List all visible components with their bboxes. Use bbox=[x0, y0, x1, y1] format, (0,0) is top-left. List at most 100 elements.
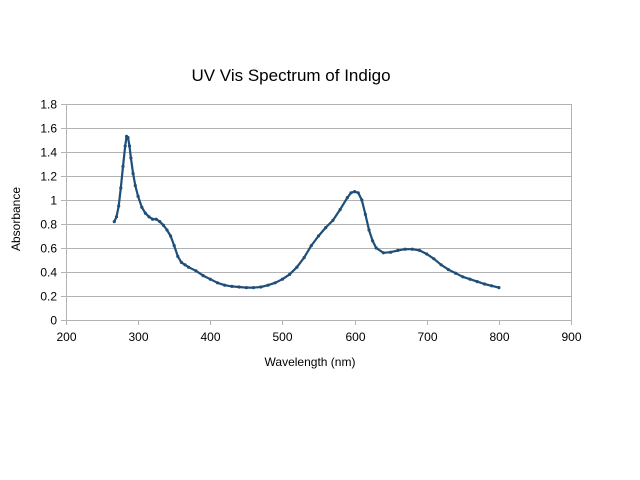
data-point bbox=[316, 234, 321, 238]
data-point bbox=[119, 186, 123, 190]
data-point bbox=[353, 190, 357, 194]
data-point bbox=[266, 283, 270, 287]
data-point bbox=[371, 239, 375, 243]
data-point bbox=[127, 144, 132, 148]
y-tick-label: 0.2 bbox=[40, 290, 57, 304]
data-point bbox=[237, 285, 241, 289]
data-point bbox=[345, 196, 349, 200]
data-point bbox=[497, 286, 501, 290]
data-point bbox=[417, 248, 422, 252]
chart-title: UV Vis Spectrum of Indigo bbox=[191, 66, 390, 85]
data-point bbox=[490, 284, 494, 288]
data-point bbox=[468, 277, 472, 281]
data-point bbox=[396, 248, 400, 252]
x-tick-label: 800 bbox=[489, 330, 509, 344]
y-tick-label: 1 bbox=[50, 194, 57, 208]
data-point bbox=[338, 208, 342, 212]
data-point bbox=[158, 220, 162, 224]
x-tick-label: 400 bbox=[200, 330, 220, 344]
y-tick-label: 1.8 bbox=[40, 98, 57, 112]
data-point bbox=[126, 136, 130, 140]
data-point bbox=[273, 281, 277, 285]
data-point bbox=[161, 223, 165, 227]
data-point bbox=[432, 257, 436, 261]
data-point bbox=[147, 215, 151, 219]
data-point bbox=[482, 282, 486, 286]
data-point bbox=[215, 281, 220, 285]
data-point bbox=[439, 263, 443, 267]
y-tick-label: 0.4 bbox=[40, 266, 57, 280]
data-point bbox=[194, 269, 198, 273]
data-point bbox=[302, 256, 306, 260]
y-tick-label: 0.6 bbox=[40, 242, 57, 256]
data-point bbox=[143, 211, 147, 215]
data-point bbox=[295, 265, 299, 269]
data-layer bbox=[112, 134, 501, 290]
data-point bbox=[230, 284, 234, 288]
y-axis-title: Absorbance bbox=[9, 187, 23, 251]
data-point bbox=[129, 156, 133, 160]
frame-layer bbox=[66, 104, 572, 320]
data-point bbox=[140, 205, 144, 209]
data-point bbox=[114, 215, 119, 219]
data-series bbox=[112, 134, 501, 290]
data-point bbox=[349, 191, 353, 195]
data-point bbox=[454, 271, 458, 275]
x-tick-label: 900 bbox=[561, 330, 581, 344]
x-tick-label: 700 bbox=[417, 330, 437, 344]
data-point bbox=[133, 184, 137, 188]
grid-layer bbox=[66, 104, 571, 321]
data-point bbox=[112, 220, 116, 224]
data-point bbox=[475, 280, 479, 284]
data-point bbox=[172, 244, 176, 248]
data-point bbox=[179, 260, 183, 264]
data-point bbox=[154, 217, 158, 221]
x-tick-label: 500 bbox=[272, 330, 292, 344]
data-point bbox=[324, 226, 328, 230]
data-point bbox=[389, 250, 393, 254]
data-point bbox=[165, 228, 169, 232]
data-point bbox=[374, 246, 378, 250]
data-point bbox=[131, 172, 135, 176]
data-point bbox=[117, 204, 121, 208]
x-tick-label: 300 bbox=[128, 330, 148, 344]
data-point bbox=[244, 286, 248, 290]
tick-layer: 0 0.2 0.4 0.6 0.8 1 1.2 1.4 1.6 1.8 200 300 400 500 60… bbox=[40, 98, 582, 345]
y-tick-label: 1.2 bbox=[40, 170, 57, 184]
data-point bbox=[201, 274, 205, 278]
x-tick-label: 600 bbox=[345, 330, 365, 344]
data-point bbox=[280, 277, 284, 281]
data-point bbox=[252, 286, 256, 290]
data-point bbox=[410, 247, 414, 251]
data-point bbox=[169, 234, 173, 238]
data-point bbox=[367, 228, 371, 232]
x-axis-title: Wavelength (nm) bbox=[265, 355, 356, 369]
x-tick-label: 200 bbox=[56, 330, 76, 344]
y-tick-label: 1.6 bbox=[40, 122, 57, 136]
y-tick-label: 0.8 bbox=[40, 218, 57, 232]
data-point bbox=[151, 217, 155, 221]
data-point bbox=[183, 263, 187, 267]
data-point bbox=[187, 265, 191, 269]
data-point bbox=[403, 247, 407, 251]
data-point bbox=[136, 194, 140, 198]
data-point bbox=[223, 283, 227, 287]
data-point bbox=[121, 164, 125, 168]
data-point bbox=[446, 268, 450, 272]
data-point bbox=[356, 191, 360, 195]
data-point bbox=[309, 244, 313, 248]
data-point bbox=[425, 252, 429, 256]
data-point bbox=[360, 198, 364, 202]
data-point bbox=[176, 254, 180, 258]
data-point bbox=[123, 144, 127, 148]
data-point bbox=[363, 212, 367, 216]
data-point bbox=[259, 285, 263, 289]
y-tick-label: 1.4 bbox=[40, 146, 57, 160]
y-tick-label: 0 bbox=[50, 314, 57, 328]
data-point bbox=[208, 277, 212, 281]
data-point bbox=[288, 272, 292, 276]
data-point bbox=[331, 218, 335, 222]
data-point bbox=[381, 251, 385, 255]
